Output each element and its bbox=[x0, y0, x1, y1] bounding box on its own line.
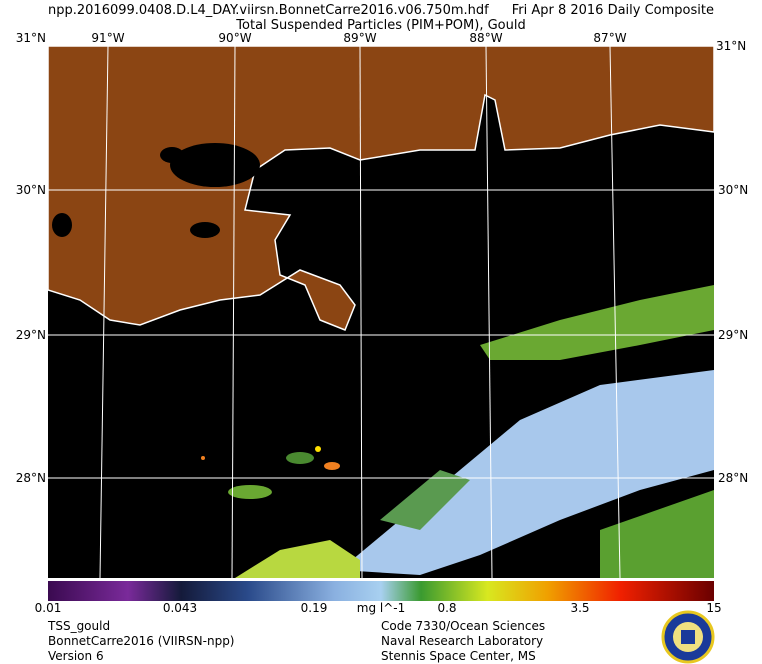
water-feature bbox=[480, 285, 714, 360]
water-feature bbox=[340, 370, 714, 575]
colorbar-unit: mg l^-1 bbox=[357, 601, 405, 615]
lon-label: 90°W bbox=[218, 31, 251, 45]
graticule-line bbox=[609, 45, 621, 579]
water-feature bbox=[600, 490, 714, 578]
graticule-line bbox=[99, 45, 109, 579]
lat-label: 30°N bbox=[718, 183, 748, 197]
colorbar-label: 3.5 bbox=[570, 601, 589, 615]
lon-label: 91°W bbox=[91, 31, 124, 45]
colorbar bbox=[48, 581, 714, 601]
water-feature bbox=[235, 540, 360, 578]
lake bbox=[190, 222, 220, 238]
lat-label: 29°N bbox=[718, 328, 748, 342]
water-feature bbox=[228, 485, 272, 499]
graticule-line bbox=[359, 45, 363, 579]
map-title: Total Suspended Particles (PIM+POM), Gou… bbox=[235, 18, 525, 33]
footer-text: TSS_gould bbox=[47, 619, 110, 633]
colorbar-label: 0.19 bbox=[301, 601, 328, 615]
lat-label: 28°N bbox=[718, 471, 748, 485]
land bbox=[47, 45, 715, 331]
colorbar-label: 0.8 bbox=[437, 601, 456, 615]
date-label: Fri Apr 8 2016 Daily Composite bbox=[512, 3, 714, 18]
water-feature bbox=[380, 470, 470, 530]
water-feature bbox=[315, 446, 321, 452]
colorbar-label: 0.01 bbox=[35, 601, 62, 615]
lat-label: 30°N bbox=[16, 183, 46, 197]
lake bbox=[170, 143, 260, 187]
water-feature bbox=[324, 462, 340, 470]
lake bbox=[52, 213, 72, 237]
colorbar-label: 0.043 bbox=[163, 601, 197, 615]
lat-label: 29°N bbox=[16, 328, 46, 342]
colorbar-label: 15 bbox=[706, 601, 721, 615]
water-feature bbox=[286, 452, 314, 464]
footer-text: Version 6 bbox=[48, 649, 104, 663]
graticule bbox=[48, 45, 714, 579]
footer-text: Naval Research Laboratory bbox=[381, 634, 543, 648]
lat-label: 31°N bbox=[716, 39, 746, 53]
footer-text: BonnetCarre2016 (VIIRSN-npp) bbox=[48, 634, 235, 648]
lon-label: 88°W bbox=[469, 31, 502, 45]
lake bbox=[160, 147, 184, 163]
file-name: npp.2016099.0408.D.L4_DAY.viirsn.BonnetC… bbox=[48, 3, 489, 18]
lon-label: 87°W bbox=[593, 31, 626, 45]
water-feature bbox=[201, 456, 205, 460]
lat-label: 31°N bbox=[16, 31, 46, 45]
lat-label: 28°N bbox=[16, 471, 46, 485]
footer-text: Stennis Space Center, MS bbox=[381, 649, 536, 663]
graticule-line bbox=[485, 45, 493, 579]
graticule-line bbox=[231, 45, 236, 579]
map bbox=[47, 45, 715, 579]
lon-label: 89°W bbox=[343, 31, 376, 45]
logo bbox=[661, 610, 715, 664]
footer-text: Code 7330/Ocean Sciences bbox=[381, 619, 545, 633]
